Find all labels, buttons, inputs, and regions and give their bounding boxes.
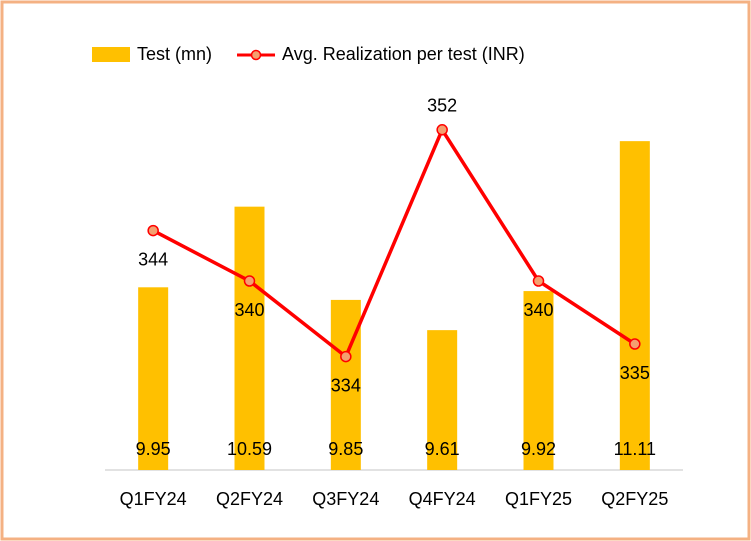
legend-label: Test (mn) xyxy=(137,44,212,64)
line-marker xyxy=(243,275,256,287)
line-marker xyxy=(147,224,159,237)
bar-value-label: 9.61 xyxy=(425,439,460,459)
x-tick-label: Q2FY25 xyxy=(601,489,668,509)
bar xyxy=(330,299,361,470)
legend-marker xyxy=(250,49,262,61)
x-tick-label: Q3FY24 xyxy=(312,489,379,509)
line-marker xyxy=(532,275,545,287)
x-tick-label: Q1FY24 xyxy=(120,489,187,509)
bar-value-label: 9.85 xyxy=(328,439,363,459)
line-marker xyxy=(436,124,448,136)
line-value-label: 352 xyxy=(427,96,457,116)
bar xyxy=(427,330,458,470)
line-value-label: 335 xyxy=(620,363,650,383)
line-value-label: 340 xyxy=(234,300,264,320)
line-value-label: 334 xyxy=(331,375,361,395)
x-tick-label: Q1FY25 xyxy=(505,489,572,509)
line-marker xyxy=(629,338,641,350)
bar xyxy=(138,287,169,470)
line-value-label: 344 xyxy=(138,249,168,269)
x-tick-label: Q2FY24 xyxy=(216,489,283,509)
bar-value-label: 11.11 xyxy=(614,439,656,459)
bar-value-label: 9.95 xyxy=(136,439,171,459)
bar xyxy=(234,206,265,470)
bar-value-label: 9.92 xyxy=(521,439,556,459)
x-tick-label: Q4FY24 xyxy=(409,489,476,509)
legend-label: Avg. Realization per test (INR) xyxy=(282,44,525,64)
bar-value-label: 10.59 xyxy=(227,439,272,459)
bar xyxy=(523,291,554,470)
bar xyxy=(619,141,650,470)
line-value-label: 340 xyxy=(523,300,553,320)
legend-swatch xyxy=(92,47,130,62)
line-marker xyxy=(340,350,352,363)
line xyxy=(152,126,636,360)
